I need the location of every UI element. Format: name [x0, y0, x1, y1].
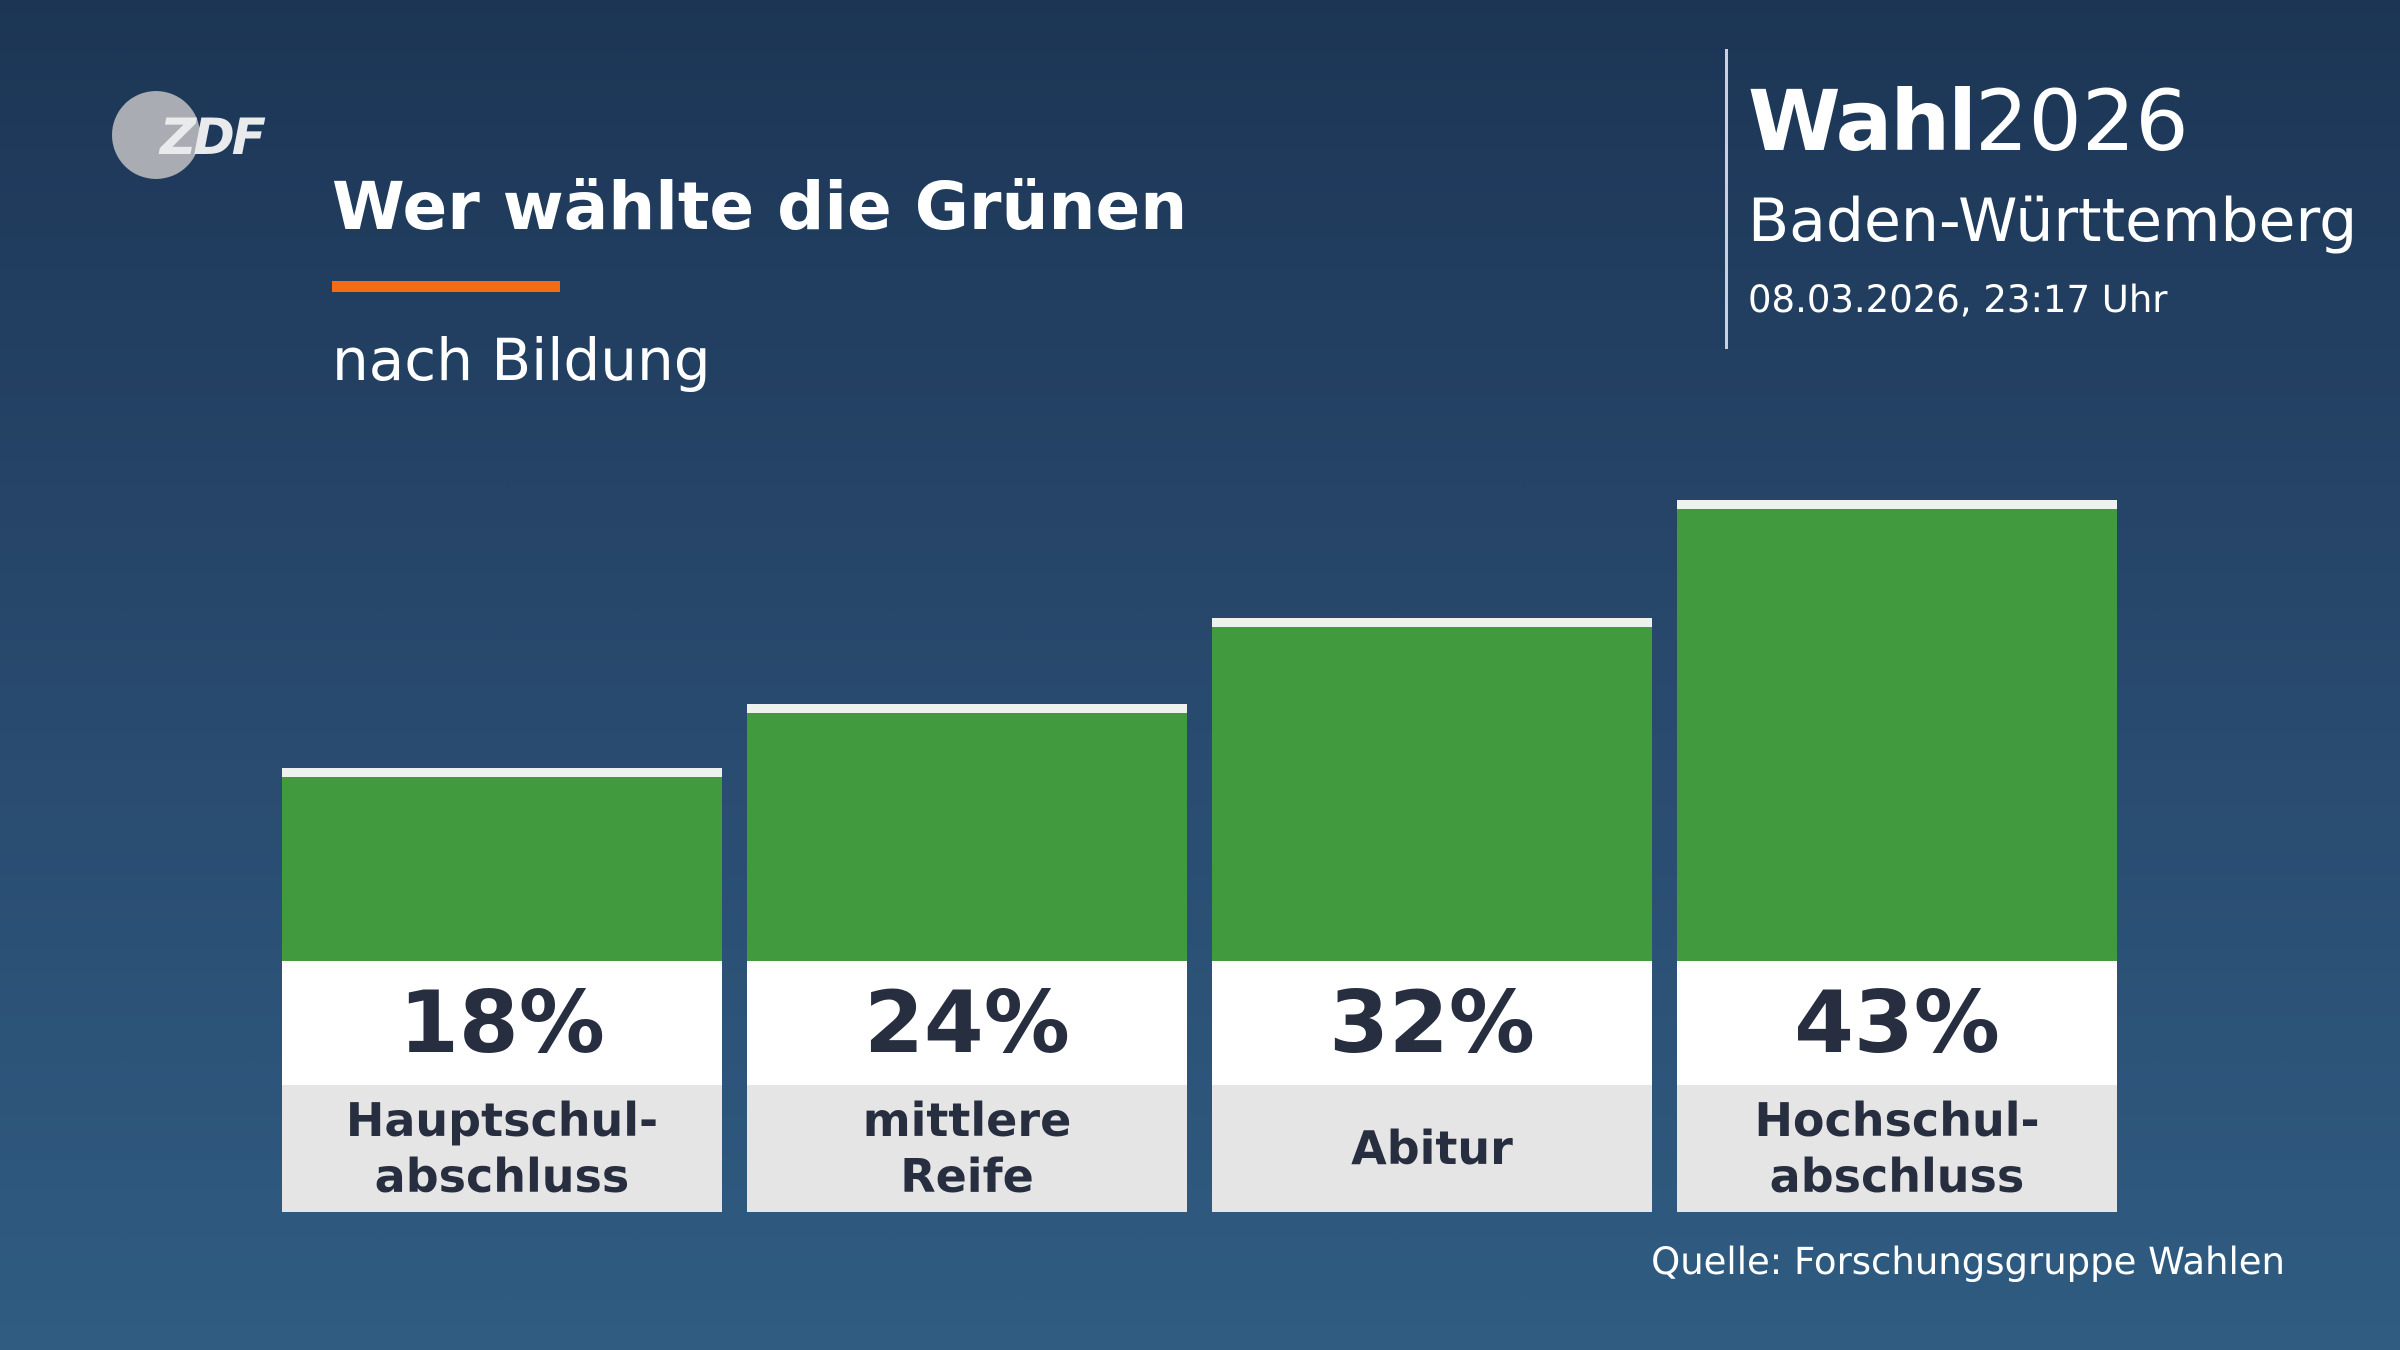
bar [1212, 618, 1652, 961]
divider [1725, 49, 1728, 349]
value-label: 43% [1677, 961, 2117, 1085]
brand-name: Wahl [1748, 72, 1977, 170]
chart-title: Wer wählte die Grünen [332, 168, 1188, 245]
category-label: Abitur [1212, 1085, 1652, 1212]
value-label: 18% [282, 961, 722, 1085]
bar [1677, 500, 2117, 961]
source: Quelle: Forschungsgruppe Wahlen [1651, 1240, 2285, 1283]
accent-line [332, 281, 560, 292]
logo: ZDF [160, 108, 266, 166]
bar [282, 768, 722, 961]
value-label: 32% [1212, 961, 1652, 1085]
value-label: 24% [747, 961, 1187, 1085]
category-label: mittlere Reife [747, 1085, 1187, 1212]
brand: Wahl2026 [1748, 72, 2189, 170]
chart-subtitle: nach Bildung [332, 326, 711, 394]
logo-circle [112, 91, 200, 179]
bar [747, 703, 1187, 961]
category-label: Hauptschul- abschluss [282, 1085, 722, 1212]
timestamp: 08.03.2026, 23:17 Uhr [1748, 278, 2168, 321]
category-label: Hochschul- abschluss [1677, 1085, 2117, 1212]
region: Baden-Württemberg [1748, 186, 2358, 256]
brand-year: 2026 [1974, 72, 2189, 170]
